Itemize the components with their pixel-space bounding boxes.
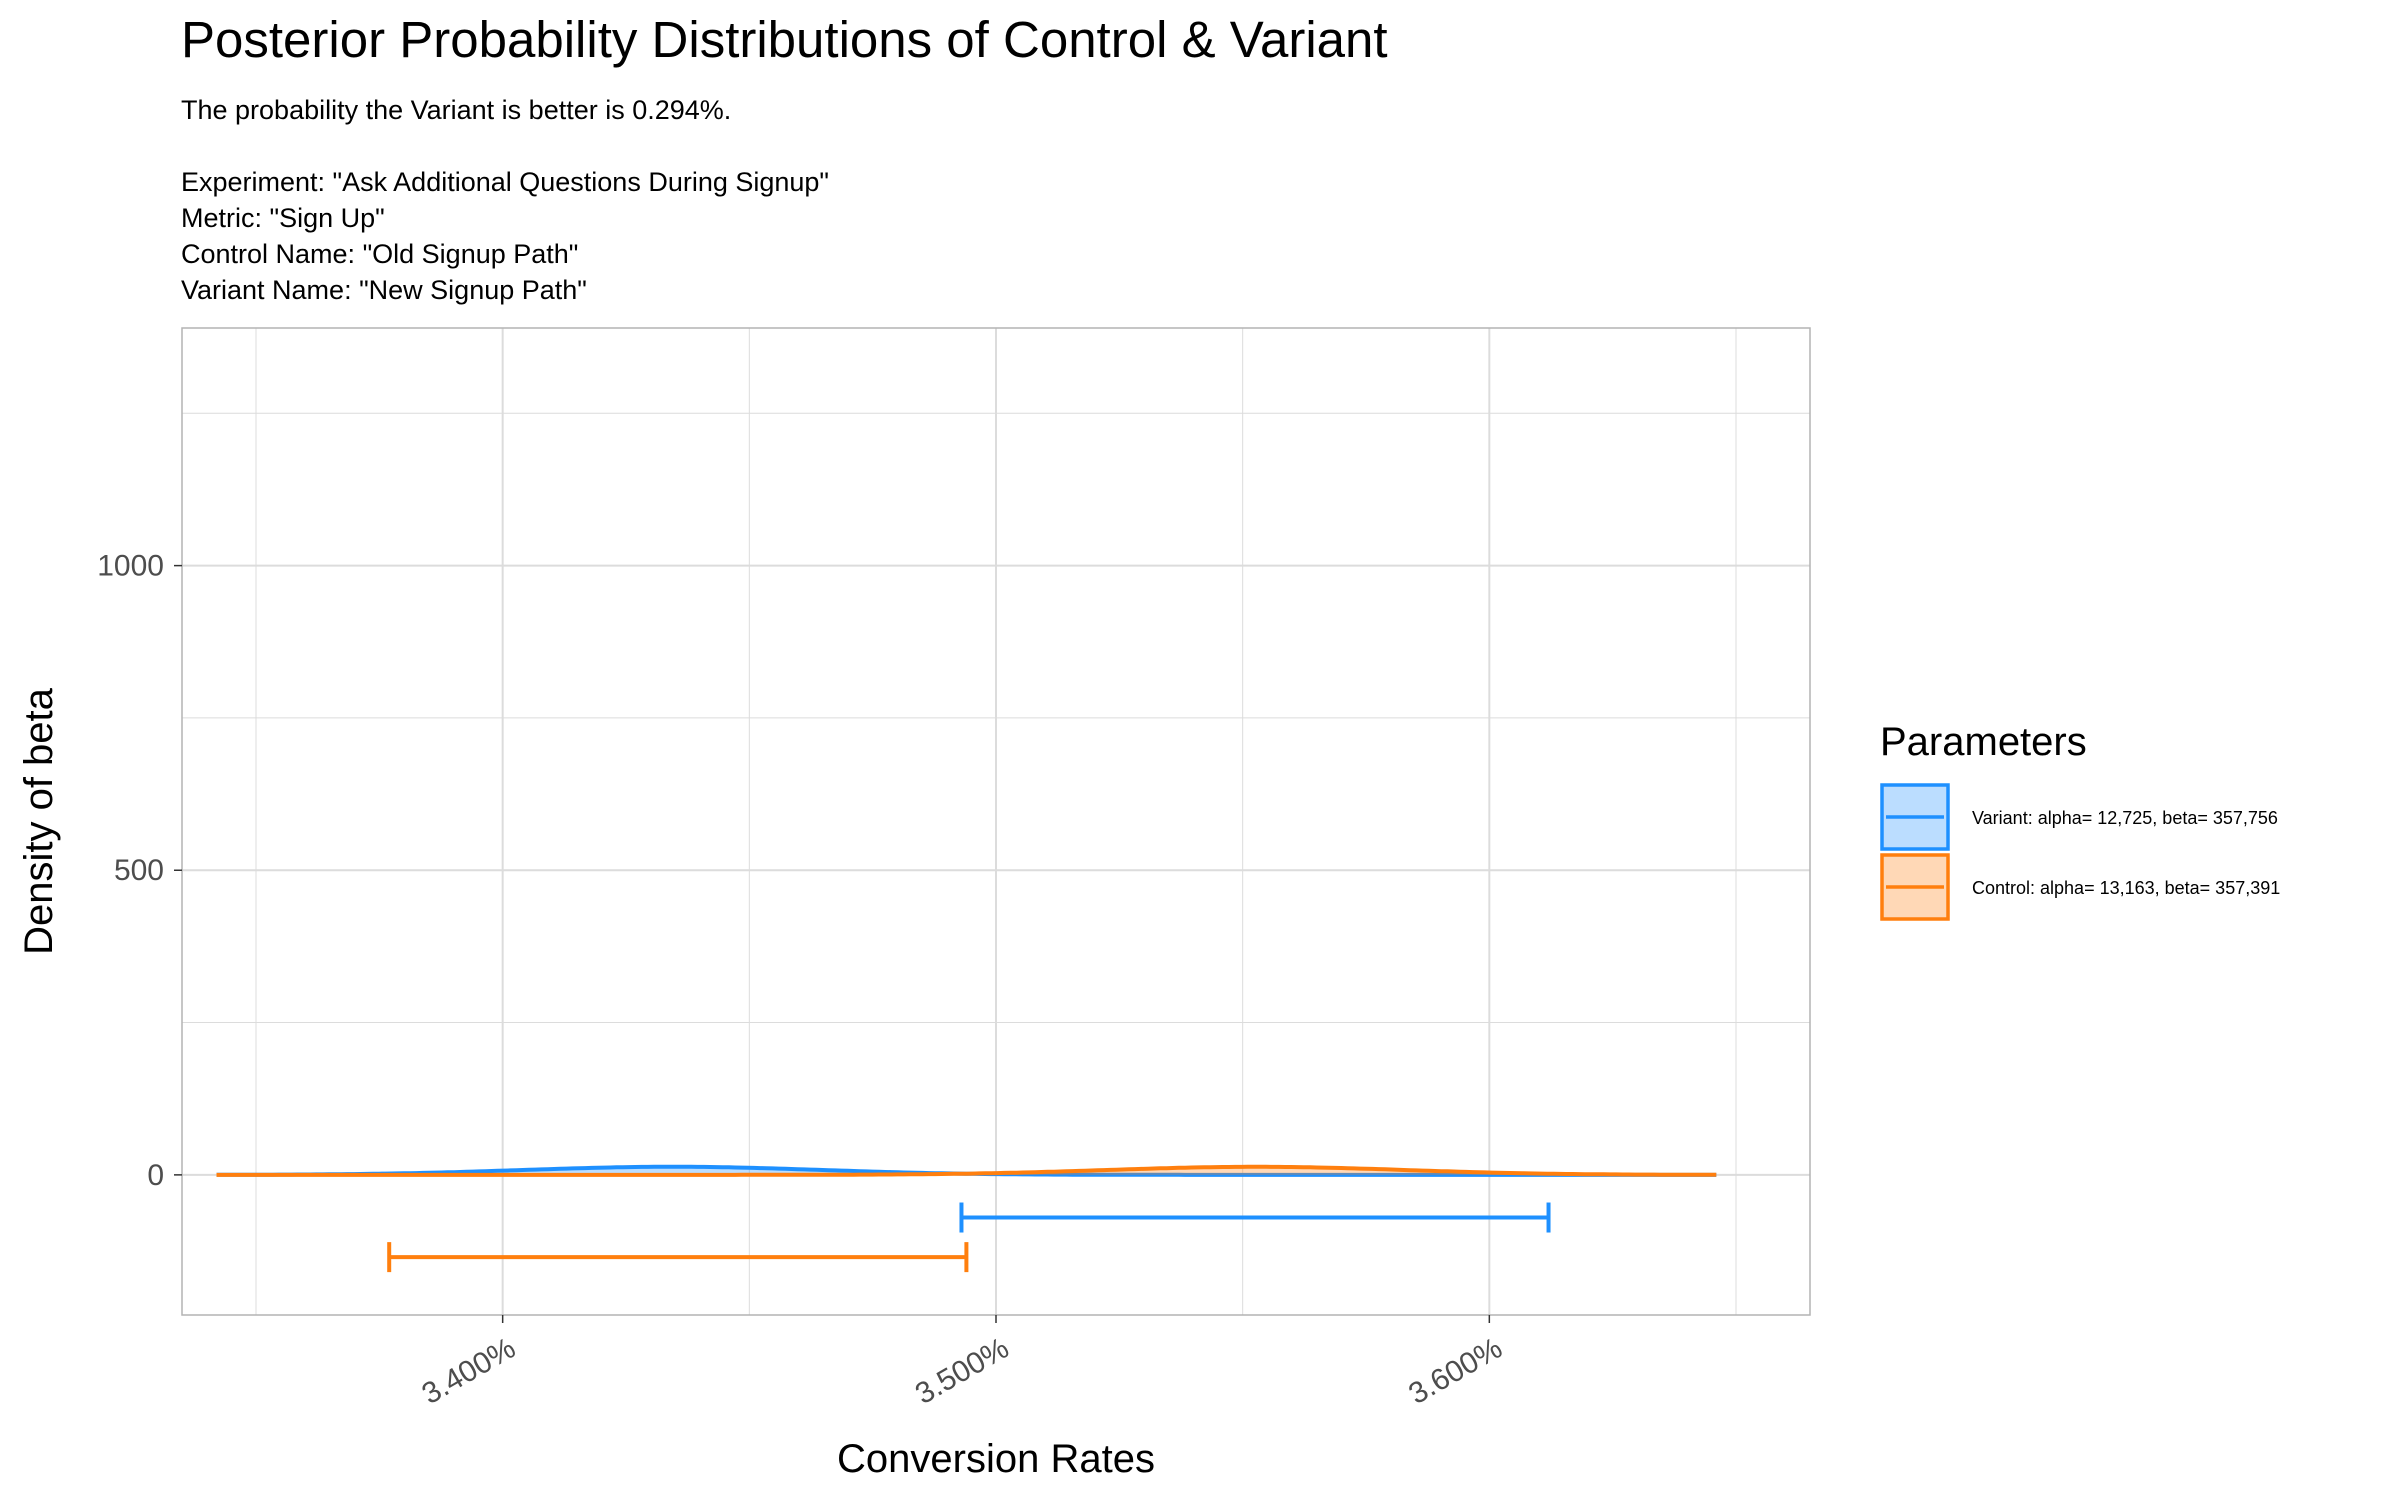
x-tick-label: 3.500% [910, 1332, 1015, 1411]
subtitle-line: Metric: "Sign Up" [181, 203, 385, 233]
series-layer [216, 1164, 1717, 1273]
tick-labels: 0 500 1000 3.400% 3.500% 3.600% [97, 550, 1508, 1411]
x-axis-title: Conversion Rates [837, 1437, 1155, 1481]
x-tick-label: 3.400% [417, 1332, 522, 1411]
y-axis-title: Density of beta [17, 687, 61, 955]
grid [182, 328, 1810, 1315]
y-tick-label: 1000 [97, 550, 164, 583]
legend: Parameters Variant: alpha= 12,725, beta=… [1880, 720, 2280, 921]
density-line-1 [216, 1164, 1717, 1177]
subtitle-line: Variant Name: "New Signup Path" [181, 275, 587, 305]
subtitle-line: The probability the Variant is better is… [181, 95, 732, 125]
y-tick-label: 500 [114, 854, 164, 887]
chart-title: Posterior Probability Distributions of C… [181, 11, 1388, 68]
legend-label: Control: alpha= 13,163, beta= 357,391 [1972, 878, 2280, 898]
y-tick-label: 0 [147, 1159, 164, 1192]
subtitle-line: Control Name: "Old Signup Path" [181, 239, 579, 269]
x-tick-label: 3.600% [1403, 1332, 1508, 1411]
chart-subtitle: The probability the Variant is better is… [181, 92, 829, 308]
legend-label: Variant: alpha= 12,725, beta= 357,756 [1972, 808, 2278, 828]
legend-title: Parameters [1880, 720, 2087, 764]
subtitle-line: Experiment: "Ask Additional Questions Du… [181, 167, 830, 197]
